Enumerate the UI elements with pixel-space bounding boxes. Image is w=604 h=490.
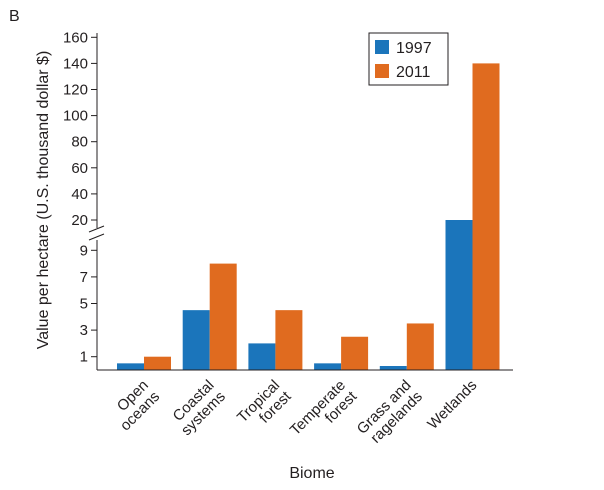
y-axis-title: Value per hectare (U.S. thousand dollar …	[35, 51, 52, 350]
y-tick-label-100: 100	[63, 108, 88, 125]
category-label-5: Wetlands	[424, 377, 480, 433]
axes-group	[88, 33, 513, 371]
bar-1997-4	[379, 366, 407, 370]
y-tick-label-60: 60	[71, 160, 88, 177]
legend-label-2011: 2011	[396, 64, 431, 81]
bars-group	[117, 63, 500, 371]
legend-label-1997: 1997	[396, 40, 432, 57]
bar-2011-4	[406, 323, 434, 370]
legend-swatch-1997	[375, 40, 389, 54]
y-tick-label-120: 120	[63, 82, 88, 99]
bar-1997-1	[182, 310, 210, 370]
bar-2011-2	[275, 310, 303, 370]
y-tick-label-40: 40	[71, 186, 88, 203]
y-tick-label-160: 160	[63, 29, 88, 46]
y-tick-label-5: 5	[80, 296, 88, 313]
y-tick-label-20: 20	[71, 212, 88, 229]
x-axis-title: Biome	[289, 465, 334, 482]
y-tick-label-7: 7	[80, 269, 88, 286]
bar-1997-3	[314, 363, 342, 370]
y-tick-label-80: 80	[71, 134, 88, 151]
legend: 1997 2011	[368, 32, 449, 86]
bar-2011-1	[209, 263, 237, 370]
bar-1997-2	[248, 343, 276, 370]
y-tick-label-3: 3	[80, 322, 88, 339]
y-tick-label-9: 9	[80, 242, 88, 259]
bar-2011-5	[472, 63, 500, 371]
bar-1997-5	[445, 220, 473, 370]
bar-1997-0	[117, 363, 144, 370]
y-ticks-group: 1 3 5 7 9 20 40 60 80 100 120 140 160	[63, 29, 97, 366]
y-tick-label-140: 140	[63, 55, 88, 72]
category-label-line: Wetlands	[424, 377, 480, 433]
bar-2011-0	[144, 356, 171, 370]
y-tick-label-1: 1	[80, 349, 88, 366]
bar-2011-3	[341, 336, 369, 370]
axis-break-mark-bottom	[88, 233, 105, 241]
panel-label: B	[9, 8, 20, 25]
axis-break-mark-top	[88, 225, 105, 233]
legend-swatch-2011	[375, 64, 389, 78]
